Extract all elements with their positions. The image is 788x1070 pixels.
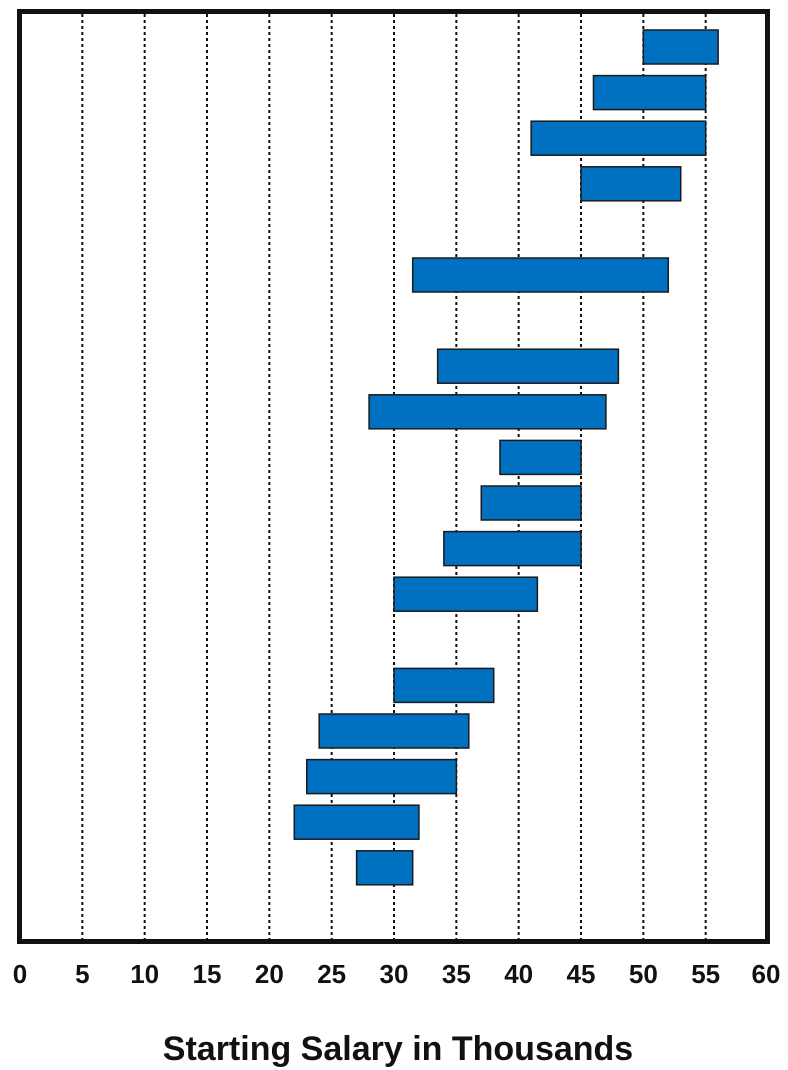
range-bar-16 <box>355 850 414 886</box>
x-tick-label-45: 45 <box>567 959 596 989</box>
range-bar-6 <box>436 348 620 384</box>
x-tick-label-5: 5 <box>75 959 89 989</box>
x-tick-label-55: 55 <box>691 959 720 989</box>
range-bar-8 <box>499 439 582 476</box>
range-bar-12 <box>393 667 495 704</box>
range-bar-9 <box>480 485 582 521</box>
x-axis-title: Starting Salary in Thousands <box>163 1030 633 1068</box>
range-bar-10 <box>443 530 582 567</box>
range-bar-3 <box>530 120 707 156</box>
range-bar-5 <box>411 257 670 293</box>
x-tick-label-20: 20 <box>255 959 284 989</box>
bars <box>293 29 719 886</box>
x-tick-label-0: 0 <box>13 959 27 989</box>
x-tick-label-40: 40 <box>504 959 533 989</box>
x-tick-label-60: 60 <box>752 959 781 989</box>
range-bar-14 <box>305 758 458 795</box>
x-tick-labels: 0 5 10 15 20 25 30 35 40 45 50 55 60 <box>13 959 781 989</box>
range-bar-4 <box>580 166 682 202</box>
range-bar-15 <box>293 804 420 840</box>
range-bar-13 <box>318 713 470 749</box>
x-tick-label-50: 50 <box>629 959 658 989</box>
x-tick-label-35: 35 <box>442 959 471 989</box>
range-bar-11 <box>393 576 539 612</box>
range-bar-2 <box>592 74 707 111</box>
x-tick-label-25: 25 <box>317 959 346 989</box>
x-tick-label-10: 10 <box>130 959 159 989</box>
x-tick-label-30: 30 <box>380 959 409 989</box>
range-bar-1 <box>642 29 719 65</box>
x-tick-label-15: 15 <box>193 959 222 989</box>
range-bar-7 <box>368 394 607 430</box>
